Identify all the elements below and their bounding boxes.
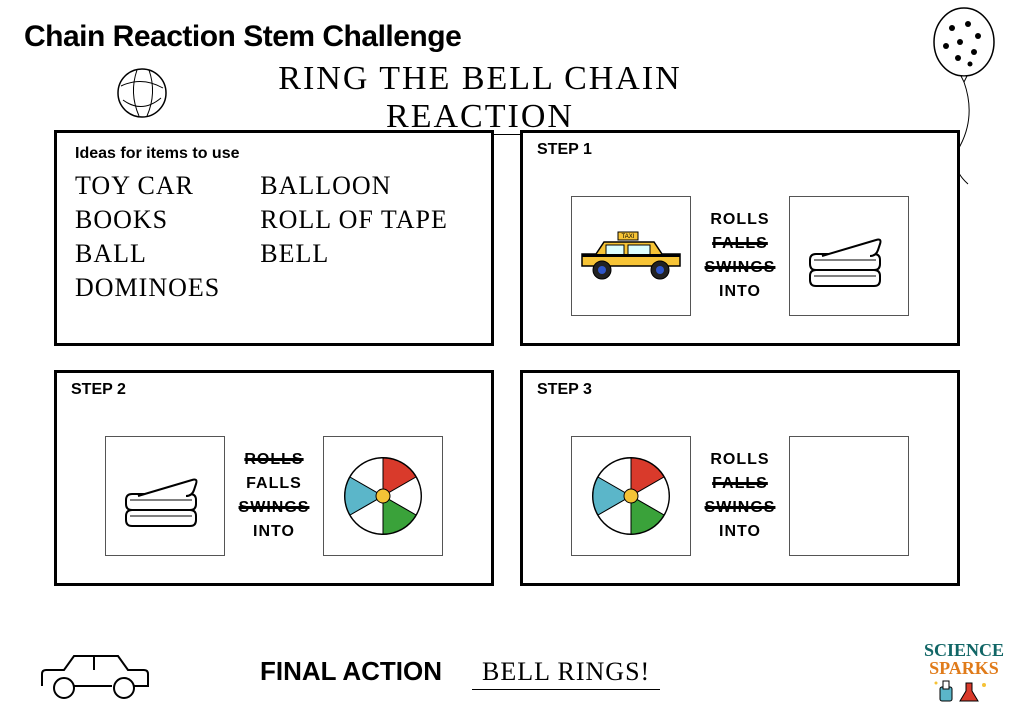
step2-right-box (323, 436, 443, 556)
step3-verbs: ROLLS FALLS SWINGS INTO (705, 451, 776, 541)
step2-verbs: ROLLS FALLS SWINGS INTO (239, 451, 310, 541)
verb: SWINGS (705, 259, 776, 277)
svg-text:TAXI: TAXI (621, 234, 634, 240)
car-outline-icon (34, 644, 154, 704)
idea-item: BOOKS (75, 205, 220, 235)
step1-verbs: ROLLS FALLS SWINGS INTO (705, 211, 776, 301)
step-2-panel: STEP 2 ROLLS FALLS SWINGS INTO (54, 370, 494, 586)
ideas-heading: Ideas for items to use (75, 145, 473, 163)
ball-sketch-icon (115, 66, 169, 120)
idea-item: BALLOON (260, 171, 448, 201)
idea-item: DOMINOES (75, 273, 220, 303)
verb: ROLLS (710, 451, 769, 469)
page-heading: Chain Reaction Stem Challenge (24, 20, 461, 54)
step-3-panel: STEP 3 ROLLS FALLS SWINGS INTO (520, 370, 960, 586)
science-sparks-logo: SCIENCE SPARKS (924, 641, 1004, 706)
verb: FALLS (246, 475, 302, 493)
step3-right-box (789, 436, 909, 556)
step3-left-box (571, 436, 691, 556)
idea-item: BALL (75, 239, 220, 269)
ideas-panel: Ideas for items to use TOY CAR BOOKS BAL… (54, 130, 494, 346)
verb: ROLLS (710, 211, 769, 229)
verb: FALLS (712, 235, 768, 253)
ideas-col-1: TOY CAR BOOKS BALL DOMINOES (75, 171, 220, 303)
verb: INTO (719, 283, 761, 301)
verb: SWINGS (239, 499, 310, 517)
verb: FALLS (712, 475, 768, 493)
verb: SWINGS (705, 499, 776, 517)
verb: ROLLS (244, 451, 303, 469)
step-label: STEP 2 (71, 381, 126, 399)
subtitle-text: RING THE BELL CHAIN REACTION (278, 60, 681, 135)
final-action-value: BELL RINGS! (482, 657, 650, 686)
ideas-col-2: BALLOON ROLL OF TAPE BELL (260, 171, 448, 303)
step2-left-box (105, 436, 225, 556)
step1-left-box: TAXI (571, 196, 691, 316)
idea-item: TOY CAR (75, 171, 220, 201)
subtitle: RING THE BELL CHAIN REACTION (200, 60, 760, 135)
step-1-panel: STEP 1 TAXI ROLLS FALLS SWINGS INTO (520, 130, 960, 346)
final-action-label: FINAL ACTION (260, 656, 442, 687)
logo-line1: SCIENCE (924, 641, 1004, 659)
idea-item: ROLL OF TAPE (260, 205, 448, 235)
final-action-row: FINAL ACTION BELL RINGS! (260, 656, 660, 690)
verb: INTO (719, 523, 761, 541)
step-label: STEP 3 (537, 381, 592, 399)
verb: INTO (253, 523, 295, 541)
idea-item: BELL (260, 239, 448, 269)
logo-line2: SPARKS (924, 659, 1004, 677)
step-label: STEP 1 (537, 141, 592, 159)
step1-right-box (789, 196, 909, 316)
